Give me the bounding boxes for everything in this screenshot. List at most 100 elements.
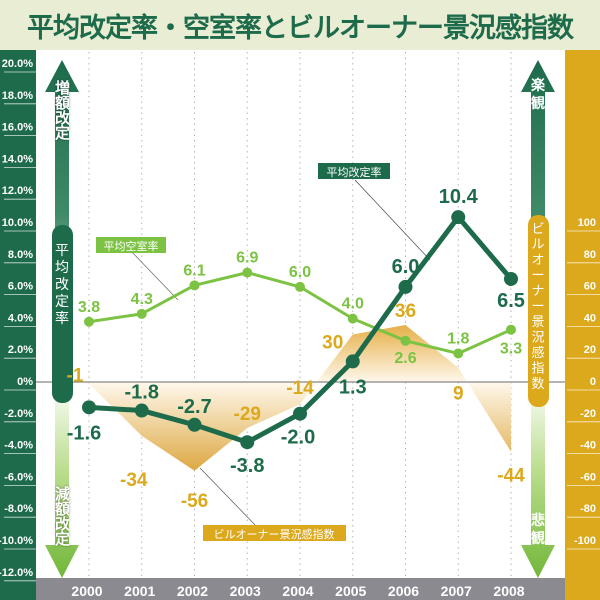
right-axis-panel bbox=[565, 50, 600, 600]
x-tick-label: 2007 bbox=[441, 583, 472, 599]
left-tick-label: -12.0% bbox=[0, 567, 33, 579]
left-tick-label: 10.0% bbox=[2, 217, 33, 229]
right-tick-label: 20 bbox=[584, 344, 596, 356]
rent-point bbox=[293, 406, 307, 421]
vacancy-point bbox=[347, 313, 358, 324]
vacancy-value-label: 6.0 bbox=[289, 264, 311, 281]
right-tick-label: 100 bbox=[578, 217, 596, 229]
left-tick-label: 6.0% bbox=[8, 281, 33, 293]
right-tick-label: 60 bbox=[584, 281, 596, 293]
index-callout-box bbox=[203, 525, 346, 541]
right-tick-label: 40 bbox=[584, 312, 596, 324]
rent-value-label: 1.3 bbox=[339, 376, 367, 398]
vacancy-value-label: 3.3 bbox=[500, 341, 522, 358]
rent-value-label: -2.7 bbox=[177, 396, 211, 418]
x-tick-label: 2004 bbox=[282, 583, 313, 599]
vacancy-callout-label: 平均空室率 bbox=[104, 239, 159, 253]
right-arrow: 楽観 ビルオーナー景況感指数 悲観 bbox=[521, 60, 555, 578]
left-arrow-top-label: 増額改定 bbox=[53, 80, 71, 140]
vacancy-point bbox=[506, 324, 516, 335]
rent-value-label: 6.5 bbox=[497, 290, 525, 312]
left-arrow-center-label: 平均改定率 bbox=[55, 243, 69, 327]
index-value-label: -29 bbox=[234, 404, 261, 425]
x-tick-label: 2001 bbox=[124, 583, 155, 599]
index-value-label: -34 bbox=[120, 470, 148, 491]
left-axis-panel bbox=[0, 50, 36, 600]
rent-value-label: -1.8 bbox=[125, 382, 159, 404]
vacancy-point bbox=[400, 335, 411, 346]
vacancy-value-label: 1.8 bbox=[447, 330, 469, 347]
right-tick-label: 80 bbox=[584, 249, 596, 261]
rent-value-label: -3.8 bbox=[230, 455, 264, 477]
x-tick-label: 2003 bbox=[230, 583, 261, 599]
right-tick-label: 0 bbox=[590, 376, 596, 388]
index-value-label: 9 bbox=[453, 384, 464, 405]
right-arrow-bottom-label: 悲観 bbox=[531, 512, 545, 547]
title-bar: 平均改定率・空室率とビルオーナー景況感指数 bbox=[0, 0, 600, 50]
plot-area bbox=[36, 50, 565, 578]
left-tick-label: -2.0% bbox=[4, 408, 33, 420]
left-tick-label: 20.0% bbox=[2, 58, 33, 70]
right-tick-label: -60 bbox=[580, 471, 596, 483]
left-tick-label: -6.0% bbox=[4, 471, 33, 483]
left-tick-label: 4.0% bbox=[8, 312, 33, 324]
index-value-label: -56 bbox=[181, 491, 208, 512]
x-tick-label: 2005 bbox=[335, 583, 366, 599]
index-area bbox=[89, 324, 511, 471]
left-tick-label: 2.0% bbox=[8, 344, 33, 356]
rent-value-label: -2.0 bbox=[281, 427, 315, 449]
vacancy-value-label: 6.9 bbox=[236, 250, 258, 267]
index-callout-line bbox=[199, 467, 259, 529]
x-tick-label: 2002 bbox=[177, 583, 208, 599]
left-tick-label: 14.0% bbox=[2, 153, 33, 165]
rent-point bbox=[398, 279, 413, 294]
right-arrow-center-label: ビルオーナー景況感指数 bbox=[531, 222, 544, 392]
right-arrow-pill bbox=[528, 215, 549, 407]
index-callout-label: ビルオーナー景況感指数 bbox=[214, 527, 335, 541]
vacancy-callout-box bbox=[96, 237, 166, 253]
vacancy-point bbox=[453, 348, 464, 359]
chart-title: 平均改定率・空室率とビルオーナー景況感指数 bbox=[27, 12, 574, 44]
index-value-label: -14 bbox=[286, 378, 314, 399]
index-value-label: -1 bbox=[67, 366, 84, 387]
left-arrow-pill bbox=[52, 225, 73, 403]
vacancy-point bbox=[136, 308, 147, 319]
left-arrow-bottom-label: 減額改定 bbox=[53, 486, 71, 546]
vacancy-point bbox=[242, 267, 253, 278]
right-arrow-top-label: 楽観 bbox=[530, 77, 546, 112]
index-value-label: -44 bbox=[497, 466, 525, 487]
rent-value-label: 10.4 bbox=[439, 186, 479, 208]
vacancy-point bbox=[189, 280, 200, 291]
vacancy-value-label: 4.0 bbox=[342, 296, 364, 313]
rent-point bbox=[82, 400, 96, 415]
rent-value-label: -1.6 bbox=[67, 422, 101, 444]
rent-callout-line bbox=[354, 179, 431, 261]
vacancy-value-label: 3.8 bbox=[78, 299, 100, 316]
index-value-label: 30 bbox=[322, 332, 343, 353]
left-tick-label: -4.0% bbox=[4, 440, 33, 452]
x-tick-label: 2006 bbox=[388, 583, 419, 599]
vacancy-point bbox=[295, 281, 305, 292]
year-bar bbox=[36, 578, 565, 600]
rent-point bbox=[134, 403, 149, 418]
right-tick-label: -80 bbox=[580, 503, 596, 515]
left-tick-label: 12.0% bbox=[2, 185, 33, 197]
rent-point bbox=[504, 271, 518, 286]
left-tick-label: 8.0% bbox=[8, 249, 33, 261]
left-tick-label: 0% bbox=[17, 376, 33, 388]
rent-point bbox=[451, 210, 466, 225]
vacancy-value-label: 2.6 bbox=[394, 350, 416, 367]
vacancy-value-label: 4.3 bbox=[131, 291, 153, 308]
rent-value-label: 6.0 bbox=[392, 256, 420, 278]
right-tick-label: -100 bbox=[574, 535, 596, 547]
left-tick-label: 18.0% bbox=[2, 90, 33, 102]
rent-point bbox=[187, 417, 202, 432]
rent-callout-box bbox=[318, 163, 390, 179]
rent-point bbox=[345, 354, 360, 369]
chart-svg: 平均改定率 楽観 ビルオーナー景況感指数 悲観 平均空室率平均改定率ビルオーナー… bbox=[0, 50, 600, 600]
x-tick-label: 2000 bbox=[71, 583, 102, 599]
vacancy-point bbox=[84, 316, 94, 327]
right-tick-label: -40 bbox=[580, 440, 596, 452]
right-tick-label: -20 bbox=[580, 408, 596, 420]
